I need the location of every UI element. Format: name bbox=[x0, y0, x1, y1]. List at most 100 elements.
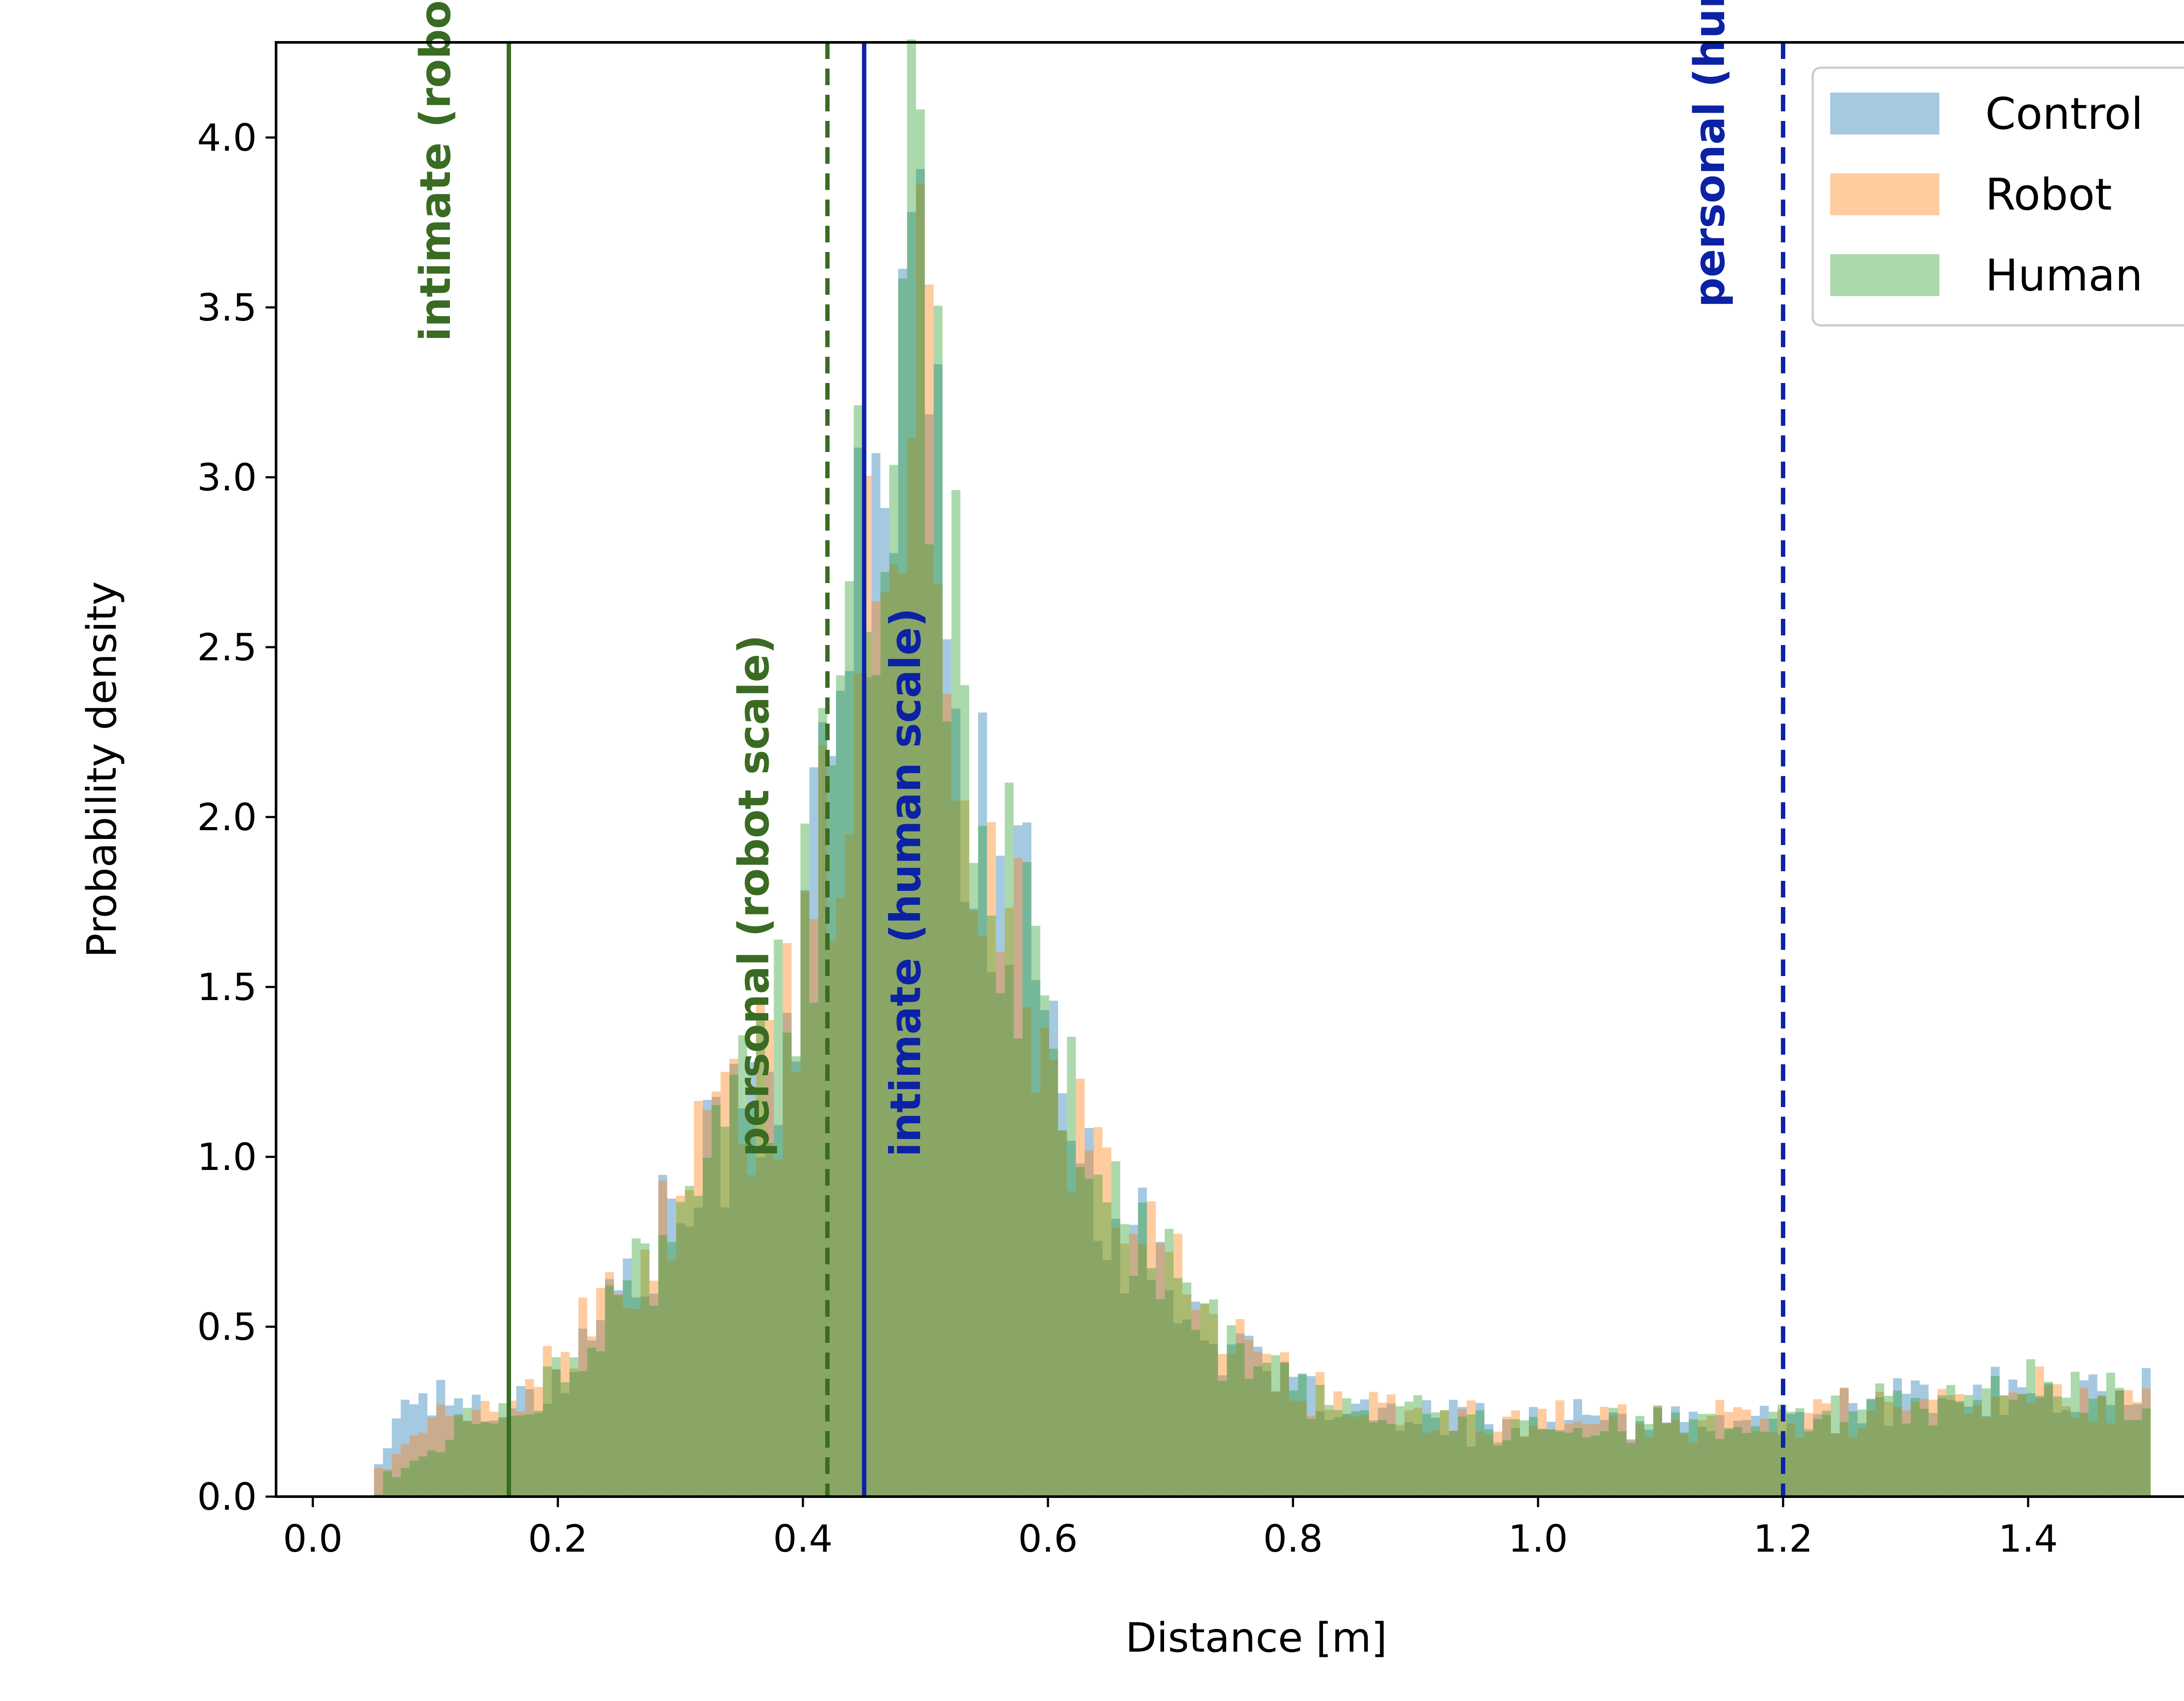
histogram-bar bbox=[1244, 1340, 1254, 1497]
histogram-bar bbox=[1573, 1428, 1583, 1497]
histogram-bar bbox=[747, 1175, 756, 1497]
histogram-bar bbox=[1404, 1401, 1413, 1497]
histogram-bar bbox=[1005, 965, 1014, 1497]
histogram-bar bbox=[2115, 1387, 2124, 1497]
histogram-bar bbox=[1502, 1440, 1511, 1497]
legend-swatch-control bbox=[1830, 93, 1939, 135]
histogram-bar bbox=[756, 1000, 765, 1497]
histogram-bar bbox=[2035, 1397, 2044, 1497]
histogram-bar bbox=[2088, 1374, 2098, 1497]
histogram-bar bbox=[2053, 1412, 2062, 1497]
histogram-bar bbox=[2106, 1373, 2115, 1497]
histogram-bar bbox=[1262, 1353, 1272, 1497]
histogram-bar bbox=[578, 1297, 587, 1497]
histogram-bar bbox=[2115, 1390, 2124, 1497]
histogram-bar bbox=[2142, 1388, 2151, 1497]
histogram-bar bbox=[702, 1100, 712, 1497]
histogram-bar bbox=[1333, 1417, 1343, 1497]
histogram-bar bbox=[596, 1288, 605, 1497]
histogram-bar bbox=[525, 1414, 534, 1497]
histogram-bar bbox=[800, 823, 809, 1497]
histogram-bar bbox=[1120, 1243, 1129, 1497]
histogram-bar bbox=[1280, 1362, 1289, 1497]
histogram-bar bbox=[1964, 1395, 1973, 1497]
histogram-bar bbox=[889, 465, 898, 1497]
histogram-bar bbox=[2142, 1408, 2151, 1497]
histogram-bar bbox=[480, 1422, 490, 1497]
histogram-bar bbox=[1937, 1389, 1946, 1497]
histogram-bar bbox=[1769, 1418, 1778, 1497]
histogram-bar bbox=[2008, 1379, 2018, 1497]
histogram-bar bbox=[1813, 1419, 1822, 1497]
histogram-bar bbox=[392, 1418, 401, 1497]
histogram-bar bbox=[1120, 1293, 1129, 1497]
histogram-bar bbox=[1751, 1431, 1760, 1497]
histogram-bar bbox=[427, 1415, 436, 1497]
histogram-bar bbox=[543, 1404, 552, 1497]
histogram-bar bbox=[2070, 1372, 2080, 1497]
histogram-bar bbox=[1689, 1442, 1698, 1497]
histogram-bar bbox=[1253, 1351, 1263, 1497]
histogram-bar bbox=[809, 767, 819, 1497]
histogram-bar bbox=[1289, 1390, 1298, 1497]
histogram-bar bbox=[1244, 1335, 1254, 1497]
histogram-bar bbox=[1227, 1353, 1236, 1497]
histogram-bar bbox=[1138, 1244, 1147, 1497]
histogram-bar bbox=[1165, 1290, 1174, 1497]
histogram-bar bbox=[2124, 1405, 2133, 1497]
histogram-bar bbox=[2044, 1382, 2053, 1497]
histogram-bar bbox=[987, 915, 996, 1497]
histogram-bar bbox=[1884, 1425, 1893, 1497]
histogram-bar bbox=[880, 592, 889, 1497]
histogram-bar bbox=[640, 1249, 650, 1497]
histogram-bar bbox=[1679, 1422, 1689, 1497]
histogram-bar bbox=[1085, 1179, 1094, 1497]
histogram-bar bbox=[774, 1125, 783, 1497]
histogram-bar bbox=[534, 1413, 543, 1497]
histogram-bar bbox=[978, 712, 987, 1497]
histogram-bar bbox=[1742, 1410, 1751, 1497]
histogram-bar bbox=[1919, 1398, 1929, 1497]
histogram-bar bbox=[1058, 1131, 1067, 1497]
histogram-bar bbox=[889, 564, 898, 1497]
histogram-bar bbox=[1022, 1007, 1032, 1497]
y-tick-label: 1.0 bbox=[197, 1135, 257, 1179]
histogram-bar bbox=[2008, 1400, 2018, 1497]
histogram-bar bbox=[1031, 1093, 1040, 1497]
histogram-bar bbox=[614, 1294, 623, 1497]
histogram-bar bbox=[498, 1418, 508, 1497]
histogram-bar bbox=[2106, 1405, 2115, 1497]
histogram-bar bbox=[2070, 1412, 2080, 1497]
histogram-bar bbox=[1813, 1399, 1822, 1497]
histogram-bar bbox=[1013, 1038, 1023, 1497]
x-tick-label: 1.0 bbox=[1508, 1517, 1568, 1561]
histogram-bar bbox=[712, 1105, 721, 1497]
histogram-bar bbox=[454, 1414, 463, 1497]
histogram-bar bbox=[445, 1405, 454, 1497]
histogram-bar bbox=[1129, 1276, 1138, 1497]
x-tick-label: 1.4 bbox=[1998, 1517, 2058, 1561]
histogram-bar bbox=[2124, 1420, 2133, 1497]
histogram-bar bbox=[933, 306, 943, 1497]
histogram-bar bbox=[1209, 1314, 1218, 1497]
y-tick-label: 1.5 bbox=[197, 966, 257, 1009]
histogram-bar bbox=[1129, 1234, 1138, 1497]
histogram-bar bbox=[916, 184, 925, 1497]
histogram-bar bbox=[1644, 1437, 1653, 1497]
histogram-bar bbox=[1449, 1400, 1458, 1497]
histogram-bar bbox=[880, 508, 889, 1497]
histogram-bar bbox=[1049, 1049, 1058, 1497]
histogram-bar bbox=[1671, 1419, 1680, 1497]
histogram-bar bbox=[1253, 1346, 1263, 1497]
histogram-bar bbox=[1893, 1378, 1902, 1497]
histogram-bar bbox=[596, 1320, 605, 1497]
histogram-bar bbox=[1626, 1439, 1636, 1497]
histogram-bar bbox=[747, 1108, 756, 1497]
histogram-bar bbox=[1733, 1407, 1742, 1497]
histogram-bar bbox=[605, 1272, 614, 1497]
histogram-bar bbox=[463, 1421, 472, 1497]
histogram-bar bbox=[995, 951, 1005, 1497]
histogram-bar bbox=[2008, 1392, 2018, 1497]
histogram-bar bbox=[1289, 1377, 1298, 1497]
histogram-bar bbox=[1324, 1420, 1334, 1497]
